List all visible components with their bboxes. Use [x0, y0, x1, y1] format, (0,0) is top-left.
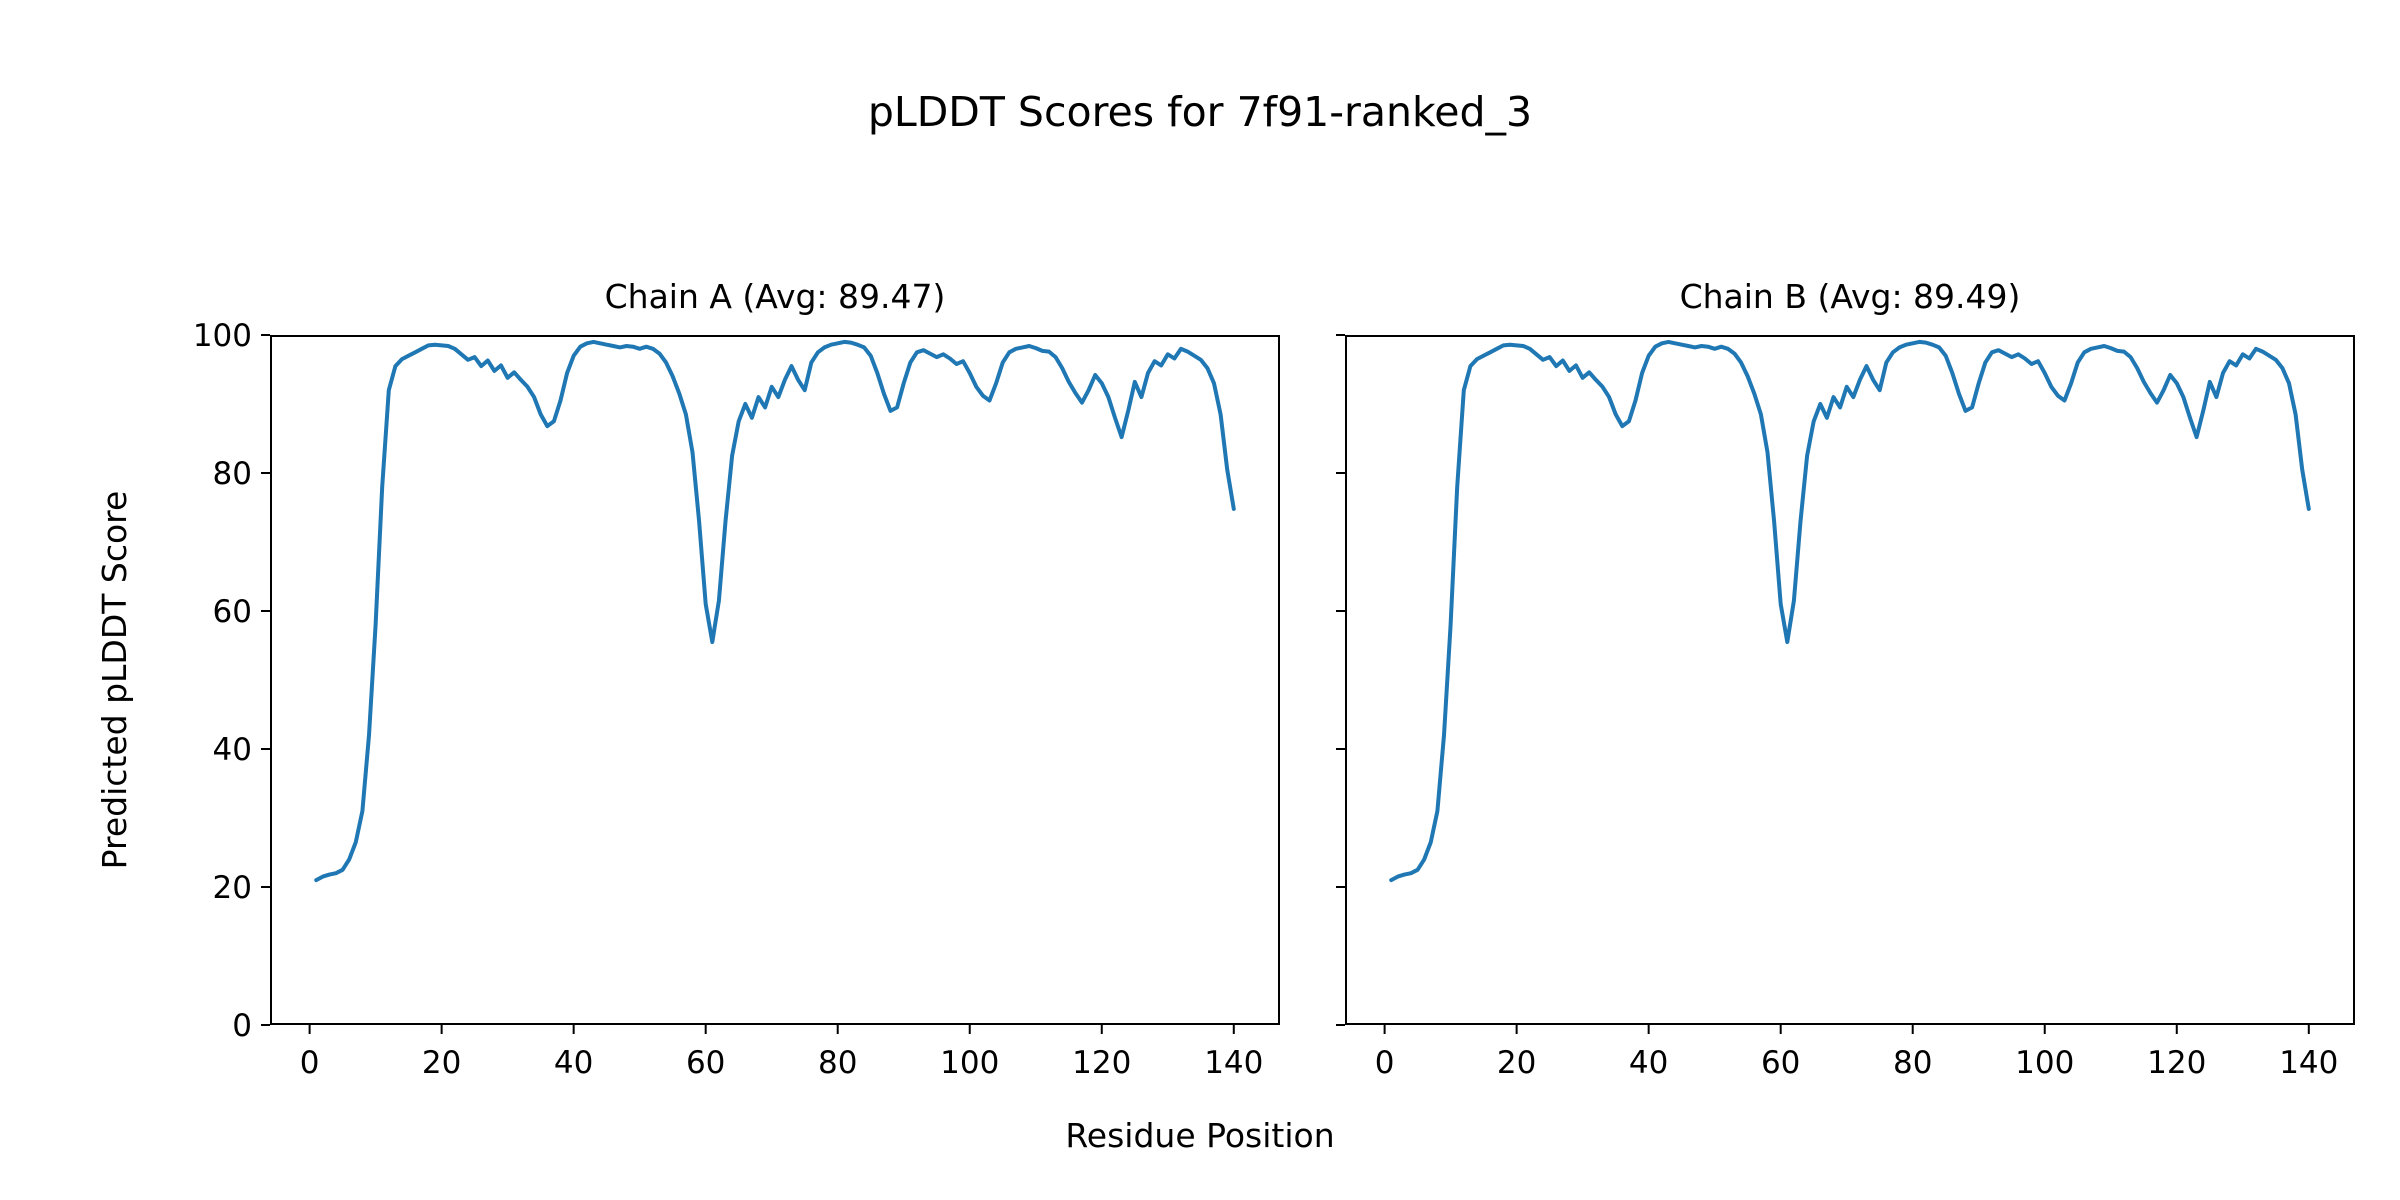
x-axis-label: Residue Position: [1065, 1116, 1335, 1155]
y-tick-label: 100: [193, 318, 252, 354]
y-tick-label: 80: [213, 456, 252, 492]
y-tick-label: 20: [213, 870, 252, 906]
subplot-title-chain-b: Chain B (Avg: 89.49): [1679, 277, 2021, 316]
x-tick-label: 120: [2147, 1045, 2206, 1081]
y-tick-label: 0: [232, 1008, 252, 1044]
x-tick-label: 100: [2015, 1045, 2074, 1081]
axes-spines: [1345, 335, 2355, 1025]
figure-title: pLDDT Scores for 7f91-ranked_3: [867, 88, 1533, 136]
x-tick-label: 140: [2279, 1045, 2338, 1081]
y-tick-label: 40: [213, 732, 252, 768]
plddt-line: [1389, 339, 2311, 883]
x-tick-label: 140: [1204, 1045, 1263, 1081]
x-tick-label: 0: [300, 1045, 320, 1081]
x-tick-label: 120: [1072, 1045, 1131, 1081]
x-tick-label: 40: [1629, 1045, 1668, 1081]
y-tick-label: 60: [213, 594, 252, 630]
y-axis-label: Predicted pLDDT Score: [95, 490, 134, 870]
line-plot-chain-b: 0 20 40 60 80 100 120 140: [1336, 334, 2355, 1081]
x-tick-label: 80: [1893, 1045, 1932, 1081]
x-tick-label: 80: [818, 1045, 857, 1081]
x-tick-label: 20: [422, 1045, 461, 1081]
x-tick-label: 20: [1497, 1045, 1536, 1081]
axes-spines: [270, 335, 1280, 1025]
x-tick-label: 40: [554, 1045, 593, 1081]
x-tick-label: 60: [686, 1045, 725, 1081]
plddt-line: [314, 339, 1236, 883]
x-tick-label: 100: [940, 1045, 999, 1081]
x-tick-label: 60: [1761, 1045, 1800, 1081]
line-plot-chain-a: 0 20 40 60 80 100 120 140 0 20 40 60 80 100: [193, 318, 1280, 1081]
x-tick-label: 0: [1375, 1045, 1395, 1081]
subplot-title-chain-a: Chain A (Avg: 89.47): [604, 277, 946, 316]
subplot-chain-b: Chain B (Avg: 89.49) 0 20 40 60 80 100 120 140: [1336, 277, 2355, 1081]
subplot-chain-a: Chain A (Avg: 89.47) 0 20 40 60 80 100 120 140 0…: [193, 277, 1280, 1081]
